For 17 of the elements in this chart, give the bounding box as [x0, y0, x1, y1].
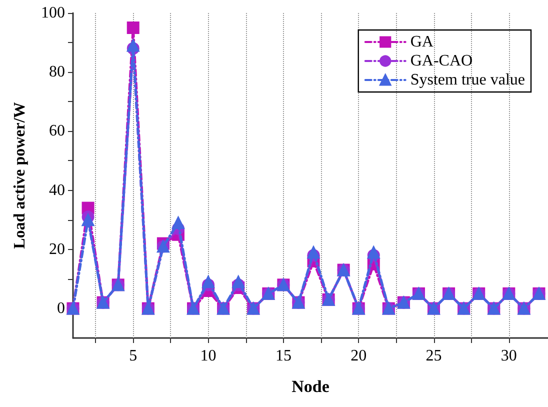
x-tick-label: 15: [275, 348, 292, 364]
x-axis-title: Node: [292, 377, 330, 396]
x-tick-label: 20: [350, 348, 367, 364]
y-axis-title: Load active power/W: [12, 102, 28, 249]
y-tick-label: 60: [49, 122, 65, 140]
x-tick-label: 5: [129, 348, 138, 364]
legend-label: System true value: [410, 72, 525, 88]
legend-label: GA: [410, 34, 434, 50]
y-tick-label: 100: [41, 4, 65, 22]
x-tick-label: 10: [200, 348, 216, 364]
y-tick-label: 0: [57, 300, 65, 317]
x-tick-label: 25: [426, 348, 442, 364]
y-tick-label: 20: [49, 240, 65, 258]
legend-label: GA-CAO: [410, 52, 473, 70]
y-tick-label: 40: [49, 182, 65, 199]
y-tick-label: 80: [49, 64, 65, 81]
x-tick-label: 30: [500, 348, 517, 364]
